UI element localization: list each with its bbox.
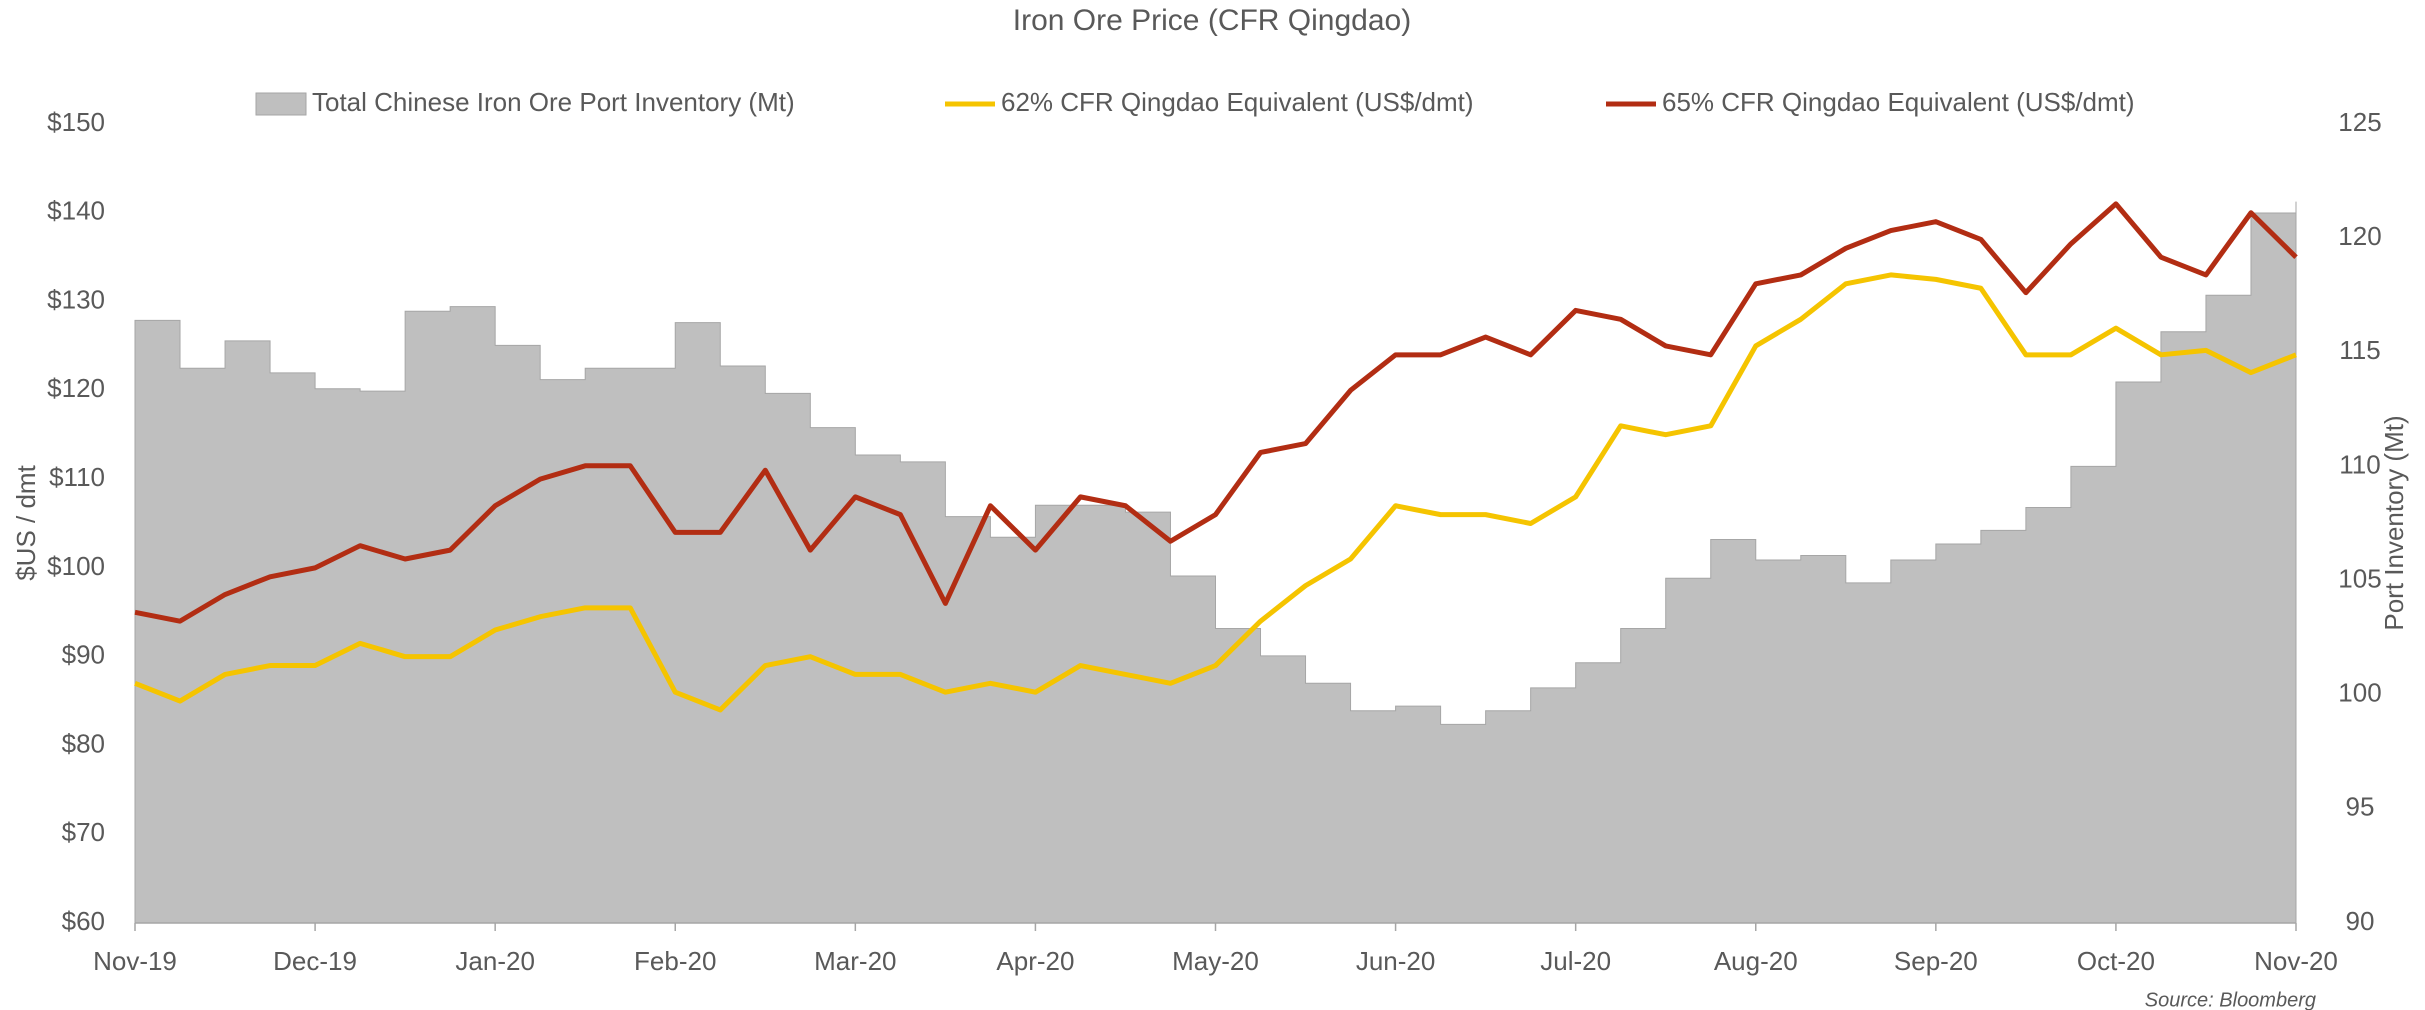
y-axis-title: $US / dmt — [11, 464, 41, 580]
x-tick-label: Apr-20 — [996, 946, 1074, 976]
x-tick-label: Nov-19 — [93, 946, 177, 976]
x-tick-label: Mar-20 — [814, 946, 896, 976]
legend-label: Total Chinese Iron Ore Port Inventory (M… — [312, 87, 795, 117]
legend-label: 65% CFR Qingdao Equivalent (US$/dmt) — [1662, 87, 2135, 117]
y-tick-label: $70 — [62, 817, 105, 847]
price-line — [134, 272, 2297, 713]
y-tick-label: $150 — [47, 107, 105, 137]
y-tick-label: $100 — [47, 551, 105, 581]
x-tick-label: Jun-20 — [1356, 946, 1436, 976]
x-tick-label: Jan-20 — [455, 946, 535, 976]
x-tick-label: Feb-20 — [634, 946, 716, 976]
y2-tick-label: 100 — [2338, 678, 2381, 708]
y-tick-label: $110 — [49, 462, 105, 492]
y-tick-label: $60 — [62, 906, 105, 936]
x-tick-label: Dec-19 — [273, 946, 357, 976]
y2-tick-label: 125 — [2338, 107, 2381, 137]
legend-label: 62% CFR Qingdao Equivalent (US$/dmt) — [1001, 87, 1474, 117]
price-line — [134, 201, 2298, 624]
legend-swatch — [255, 92, 307, 116]
inventory-area — [134, 201, 2297, 924]
y2-axis-title: Port Inventory (Mt) — [2379, 415, 2409, 630]
y2-tick-label: 90 — [2346, 906, 2375, 936]
x-tick-label: Sep-20 — [1894, 946, 1978, 976]
y-tick-label: $90 — [62, 640, 105, 670]
x-tick-label: Aug-20 — [1714, 946, 1798, 976]
y-tick-label: $130 — [47, 284, 105, 314]
x-tick-label: Oct-20 — [2077, 946, 2155, 976]
y-tick-label: $80 — [62, 728, 105, 758]
y2-tick-label: 105 — [2338, 563, 2381, 593]
y2-tick-label: 115 — [2339, 335, 2380, 365]
y-tick-label: $140 — [47, 196, 105, 226]
y2-tick-label: 120 — [2338, 221, 2381, 251]
y-tick-label: $120 — [47, 373, 105, 403]
x-tick-label: Jul-20 — [1540, 946, 1611, 976]
y2-tick-label: 95 — [2346, 792, 2375, 822]
y2-tick-label: 110 — [2339, 449, 2380, 479]
chart-title: Iron Ore Price (CFR Qingdao) — [1013, 4, 1411, 37]
source-note: Source: Bloomberg — [2145, 989, 2316, 1010]
x-tick-label: Nov-20 — [2254, 946, 2338, 976]
x-tick-label: May-20 — [1172, 946, 1259, 976]
